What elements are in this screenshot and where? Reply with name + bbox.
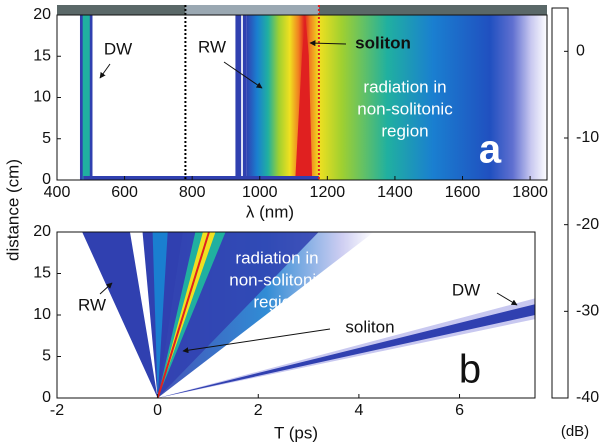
rw-band [243,15,246,180]
y-tick-label: 20 [33,6,51,23]
x-tick-label: 1600 [445,184,481,201]
rw-band [235,15,241,180]
figure: distance (cm) λ (nm) T (ps) (dB) 4006008… [0,0,603,447]
annotation: radiation in [363,77,446,96]
top-bar [185,5,318,15]
annotation: DW [104,39,132,58]
y-tick-label: 10 [33,306,51,323]
x-tick-label: 1800 [512,184,548,201]
annotation: soliton [355,33,411,52]
radiation-region [319,15,547,180]
top-bar [57,5,185,15]
x-tick-label: 4 [354,402,363,419]
x-tick-label: 6 [455,402,464,419]
y-tick-label: 20 [33,223,51,240]
colorbar-tick-label: -10 [576,129,599,146]
x-tick-label: 2 [254,402,263,419]
y-tick-label: 15 [33,265,51,282]
annotation: non-solitonic [229,270,325,289]
x-axis-label: λ (nm) [246,202,294,221]
y-tick-label: 0 [42,389,51,406]
annotation: non-solitonic [357,99,453,118]
top-bar [319,5,547,15]
x-axis-label: T (ps) [274,423,318,442]
colorbar-tick-label: -30 [576,303,599,320]
x-tick-label: 1200 [310,184,346,201]
y-tick-label: 5 [42,130,51,147]
y-tick-label: 0 [42,171,51,188]
dw-band [83,15,90,180]
colorbar-label: (dB) [561,423,589,440]
y-tick-label: 5 [42,348,51,365]
annotation: DW [452,280,480,299]
annotation: region [381,121,428,140]
annotation: region [253,292,300,311]
colorbar-tick-label: 0 [576,43,585,60]
y-tick-label: 15 [33,47,51,64]
panel-label: a [479,128,502,172]
x-tick-label: 1400 [377,184,413,201]
annotation: soliton [345,317,394,336]
colorbar-tick-label: -40 [576,389,599,406]
x-tick-label: 1000 [242,184,278,201]
annotation: radiation in [235,248,318,267]
x-tick-label: -2 [50,402,64,419]
colorbar-tick-label: -20 [576,216,599,233]
annotation: RW [198,37,226,56]
annotation: RW [78,295,106,314]
panel-label: b [459,348,481,392]
x-tick-label: 0 [153,402,162,419]
x-tick-label: 600 [111,184,138,201]
x-tick-label: 800 [179,184,206,201]
initial-spectrum [83,176,319,180]
y-tick-label: 10 [33,89,51,106]
colorbar [552,8,568,398]
y-axis-label: distance (cm) [3,159,22,261]
